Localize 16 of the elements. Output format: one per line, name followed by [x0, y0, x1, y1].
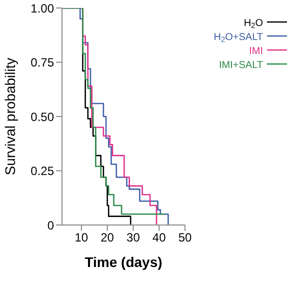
x-tick-label: 50: [178, 230, 192, 245]
legend-label: H$_{2}$O: [244, 18, 264, 30]
y-tick-label: 0.50: [30, 110, 54, 124]
x-tick-label: 30: [126, 230, 140, 245]
legend-label: IMI: [249, 46, 263, 57]
x-tick-label: 40: [152, 230, 166, 245]
x-tick-label: 10: [74, 230, 88, 245]
y-axis-title: Survival probability: [2, 58, 18, 176]
y-tick-label: 0: [47, 218, 54, 232]
x-tick-label: 20: [100, 230, 114, 245]
legend-label: H$_{2}$O+SALT: [214, 32, 263, 44]
y-tick-label: 0.25: [30, 164, 54, 178]
legend-label: IMI+SALT: [219, 60, 263, 71]
y-tick-label: 0.75: [30, 56, 54, 70]
y-tick-label: 1.00: [30, 1, 54, 16]
x-axis-title: Time (days): [84, 254, 162, 270]
